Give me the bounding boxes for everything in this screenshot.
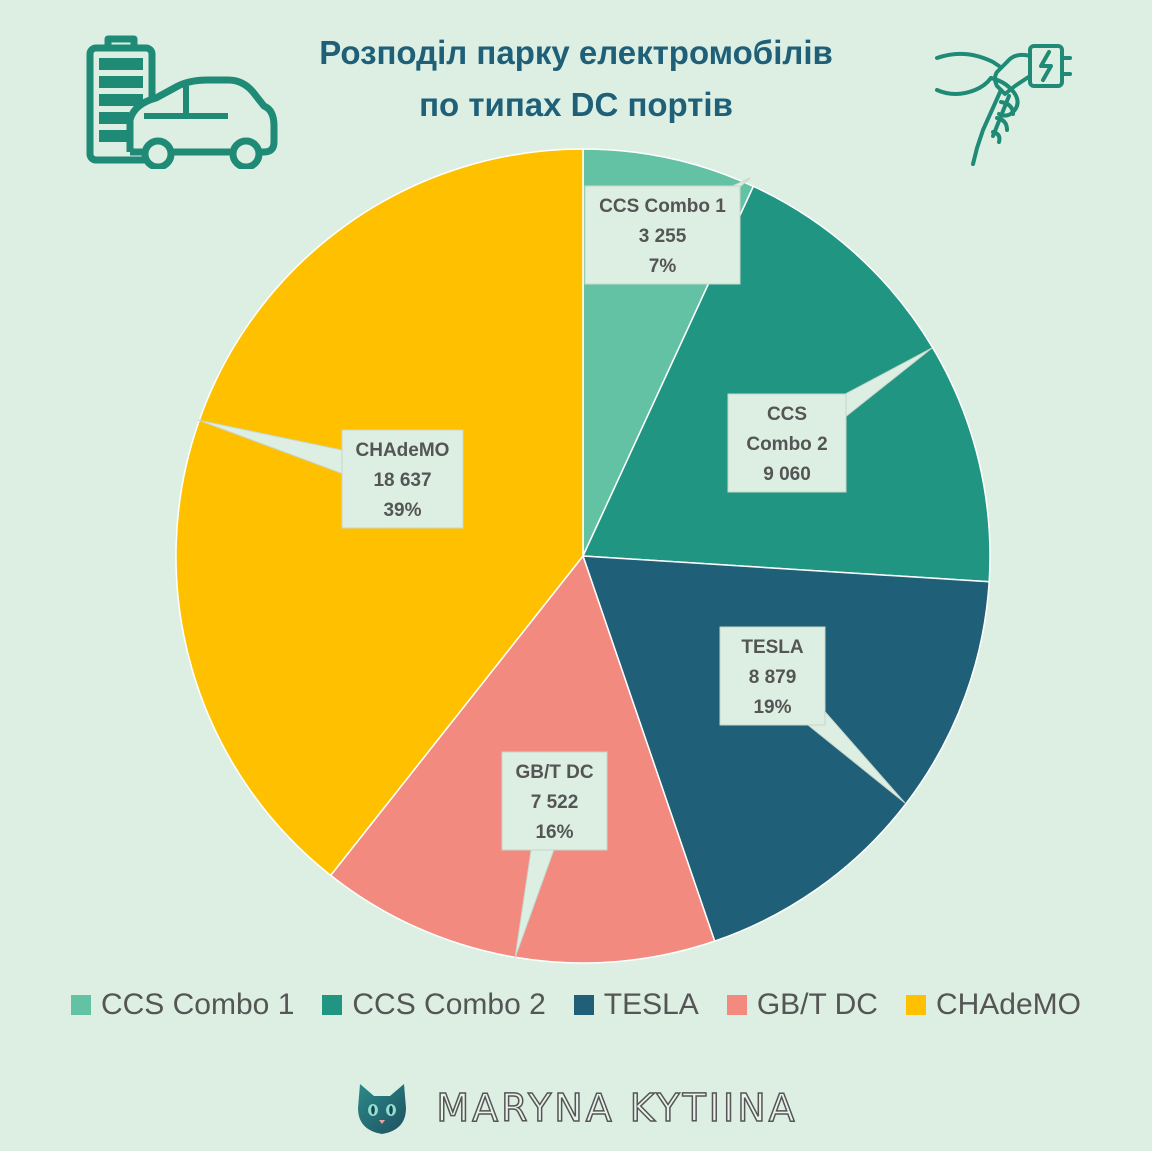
callout-line: CHAdeMO: [356, 440, 450, 461]
callout-tesla: TESLA 8 879 19%: [719, 626, 906, 804]
brand-name: MARYNA KYTIINA: [436, 1085, 798, 1131]
legend-label: CCS Combo 2: [352, 988, 546, 1021]
legend-item: CHAdeMO: [905, 988, 1082, 1022]
callout-ccs-combo-1: CCS Combo 1 3 255 7%: [584, 177, 751, 285]
legend-swatch: [905, 995, 926, 1015]
callout-line: TESLA: [741, 637, 804, 658]
callout-line: 8 879: [749, 667, 797, 688]
callout-line: 16%: [535, 822, 573, 843]
data-callouts: CCS Combo 1 3 255 7% CCS Combo 2 9 060 TESLA 8 …: [197, 177, 933, 959]
legend-item: CCS Combo 2: [322, 988, 546, 1022]
callout-gb-t-dc: GB/T DC 7 522 16%: [501, 751, 608, 959]
legend-swatch: [322, 995, 343, 1015]
legend-swatch: [573, 995, 594, 1015]
callout-line: Combo 2: [746, 434, 827, 455]
callout-line: 18 637: [373, 470, 431, 491]
callout-line: 19%: [753, 697, 791, 718]
pie-slice-ccs-combo-2: [581, 185, 991, 583]
legend-label: CCS Combo 1: [100, 988, 295, 1021]
legend-item: GB/T DC: [726, 988, 878, 1022]
callout-ccs-combo-2: CCS Combo 2 9 060: [727, 347, 933, 493]
legend-label: GB/T DC: [756, 988, 878, 1021]
chart-title-line1: Розподіл парку електромобілів: [319, 34, 833, 71]
callout-line: 9 060: [763, 464, 811, 485]
callout-box: [341, 429, 464, 529]
callout-line: CCS Combo 1: [599, 196, 726, 217]
chart-title-line2: по типах DC портів: [419, 86, 733, 123]
brand-footer: MARYNA KYTIINA: [0, 1080, 1152, 1136]
callout-line: 39%: [383, 500, 421, 521]
callout-box: [501, 751, 608, 851]
callout-box: [727, 393, 847, 493]
battery-car-icon: [86, 35, 278, 169]
legend-item: TESLA: [573, 988, 699, 1022]
callout-line: CCS: [767, 404, 807, 425]
callout-line: GB/T DC: [515, 762, 593, 783]
legend-label: TESLA: [603, 988, 699, 1021]
callout-line: 7%: [649, 256, 677, 277]
legend-swatch: [70, 995, 91, 1015]
callout-line: 7 522: [531, 792, 579, 813]
cat-head-icon: [358, 1084, 407, 1134]
callout-line: 3 255: [639, 226, 687, 247]
legend-swatch: [726, 995, 747, 1015]
legend-label: CHAdeMO: [935, 988, 1082, 1021]
callout-box: [584, 185, 741, 285]
legend-item: CCS Combo 1: [70, 988, 295, 1022]
pie-slice-tesla: [581, 555, 990, 943]
legend: CCS Combo 1 CCS Combo 2 TESLA GB/T DC CHAdeM…: [0, 988, 1152, 1022]
charging-plug-hand-icon: [935, 44, 1072, 166]
callout-box: [719, 626, 826, 726]
callout-chademo: CHAdeMO 18 637 39%: [197, 419, 464, 529]
